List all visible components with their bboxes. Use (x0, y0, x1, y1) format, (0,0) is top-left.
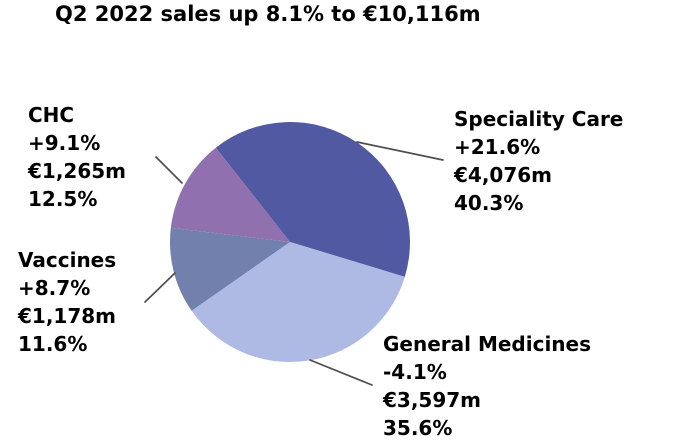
pie-slice-speciality-care (215, 122, 410, 277)
slice-name: CHC (28, 103, 75, 127)
slice-value: €1,178m (18, 304, 117, 328)
slice-label-general-medicines: General Medicines -4.1% €3,597m 35.6% (383, 330, 591, 442)
slice-growth: +8.7% (18, 276, 91, 300)
pie-slices (169, 122, 410, 363)
leader-line-chc (155, 156, 183, 184)
slice-label-vaccines: Vaccines +8.7% €1,178m 11.6% (18, 246, 116, 358)
leader-lines (144, 141, 444, 386)
chart-title: Q2 2022 sales up 8.1% to €10,116m (55, 2, 481, 26)
slice-growth: +21.6% (454, 135, 541, 159)
slice-share: 12.5% (28, 187, 98, 211)
leader-line-vaccines (144, 272, 176, 303)
slice-growth: -4.1% (383, 360, 447, 384)
slice-share: 35.6% (383, 416, 453, 440)
slice-share: 11.6% (18, 332, 88, 356)
slice-share: 40.3% (454, 191, 524, 215)
pie-slice-general-medicines (191, 242, 405, 363)
slice-label-chc: CHC +9.1% €1,265m 12.5% (28, 101, 126, 213)
leader-line-general-medicines (309, 359, 373, 386)
slice-growth: +9.1% (28, 131, 101, 155)
slice-value: €1,265m (28, 159, 127, 183)
slice-value: €3,597m (383, 388, 482, 412)
slice-name: Speciality Care (454, 107, 624, 131)
pie-slice-vaccines (169, 227, 290, 311)
slice-label-speciality-care: Speciality Care +21.6% €4,076m 40.3% (454, 105, 623, 217)
slice-name: Vaccines (18, 248, 117, 272)
slice-name: General Medicines (383, 332, 592, 356)
pie-slice-chc (170, 147, 290, 242)
leader-line-speciality-care (356, 141, 444, 161)
slice-value: €4,076m (454, 163, 553, 187)
